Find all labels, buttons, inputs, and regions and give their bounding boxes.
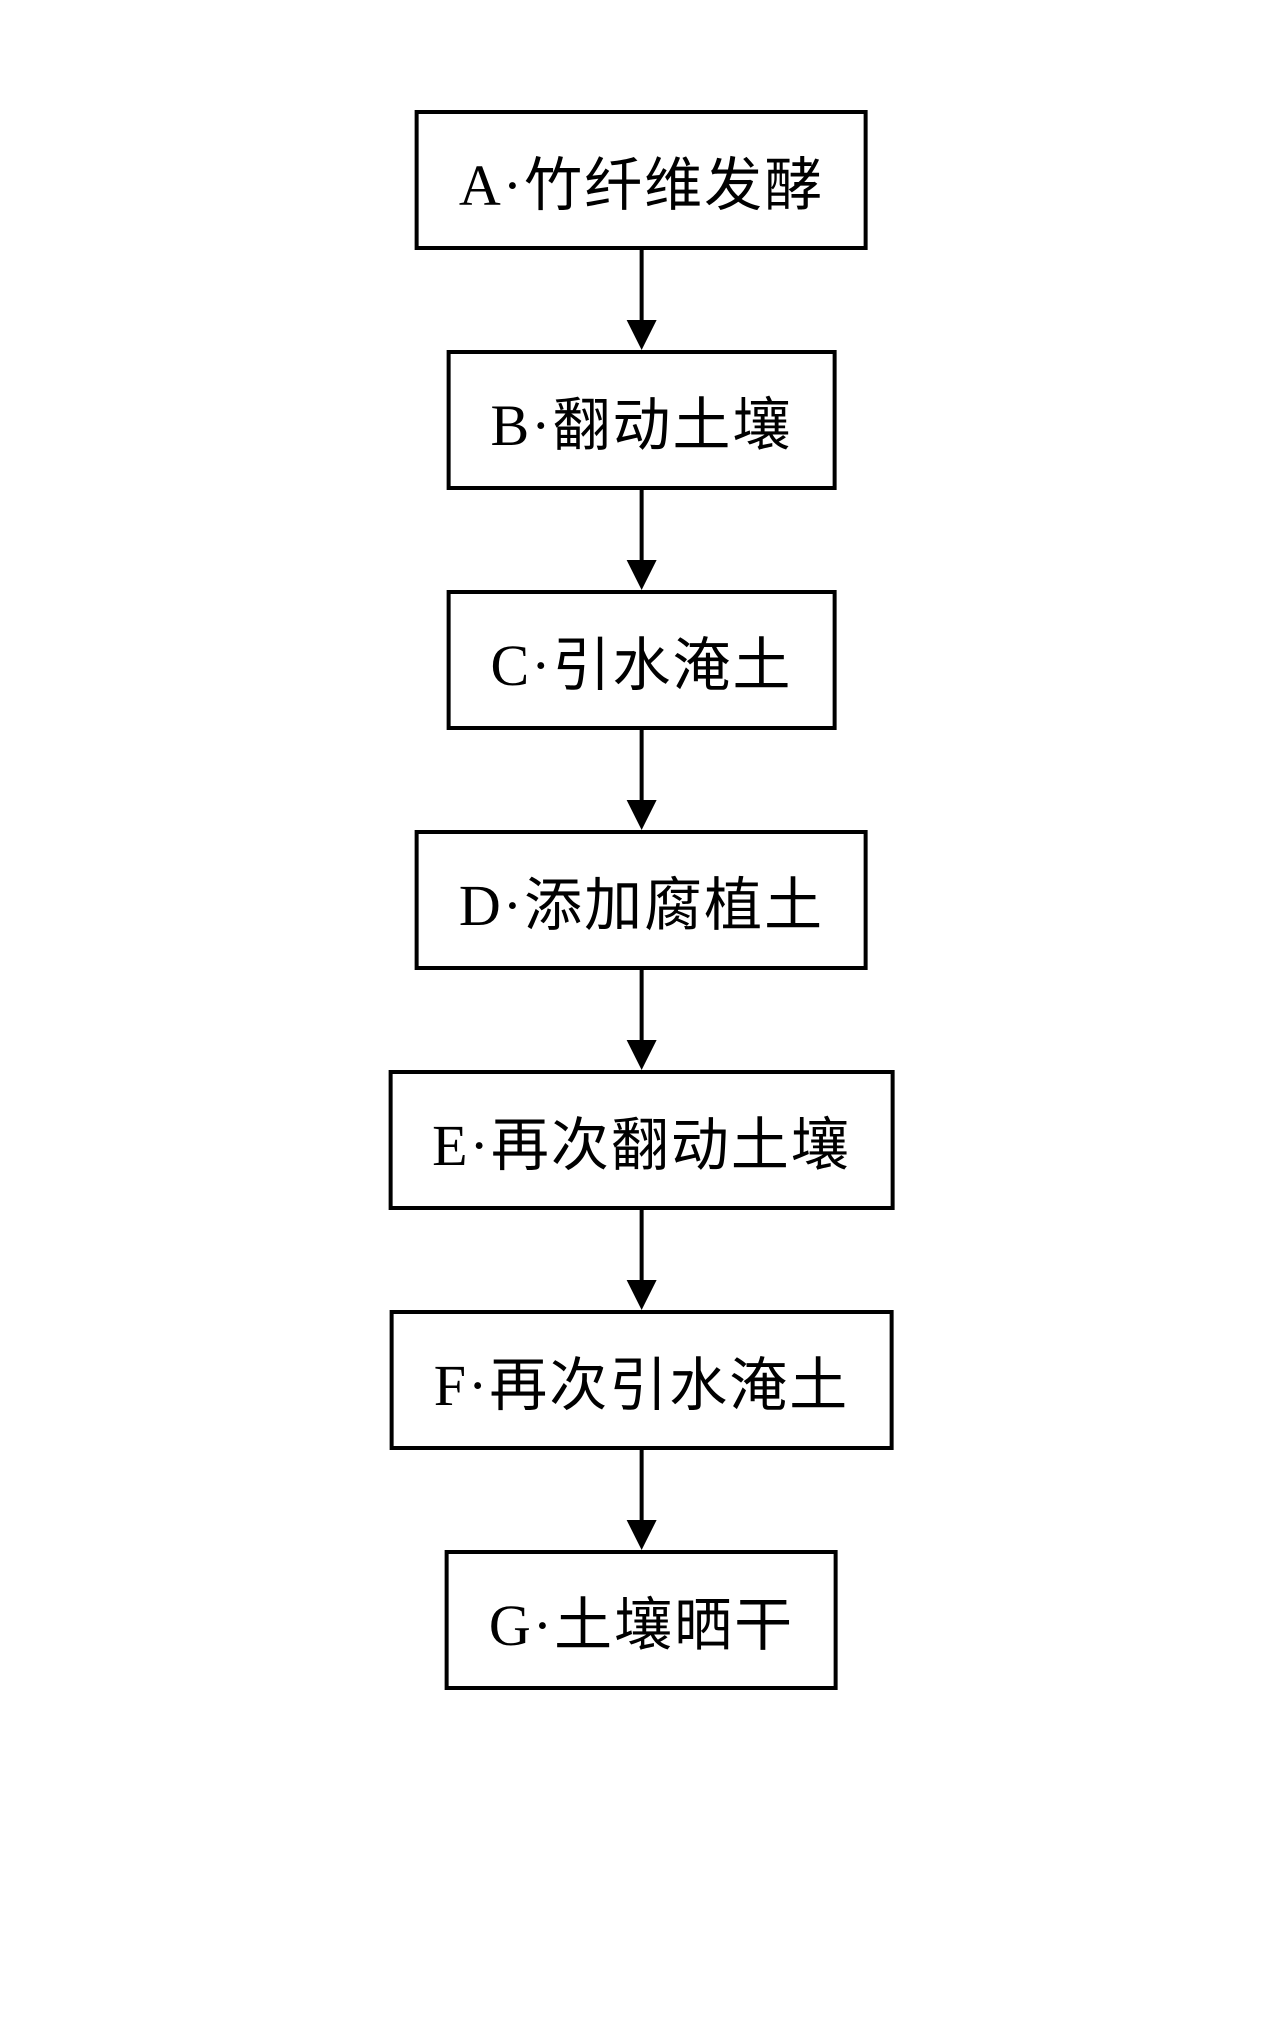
arrow-e-f [627, 1210, 657, 1310]
arrow-line-icon [640, 1210, 644, 1280]
arrow-head-icon [627, 320, 657, 350]
flow-node-a: A·竹纤维发酵 [415, 110, 868, 250]
flow-node-label: B·翻动土壤 [490, 378, 792, 462]
flow-node-label: A·竹纤维发酵 [459, 138, 824, 222]
flow-node-label: F·再次引水淹土 [434, 1338, 850, 1422]
flow-node-label: E·再次翻动土壤 [432, 1098, 851, 1182]
arrow-line-icon [640, 970, 644, 1040]
flow-node-g: G·土壤晒干 [445, 1550, 838, 1690]
flowchart-container: A·竹纤维发酵 B·翻动土壤 C·引水淹土 D·添加腐植土 E·再次翻动土壤 F [388, 110, 895, 1690]
arrow-head-icon [627, 560, 657, 590]
arrow-head-icon [627, 1280, 657, 1310]
flow-node-label: D·添加腐植土 [459, 858, 824, 942]
arrow-d-e [627, 970, 657, 1070]
flow-node-d: D·添加腐植土 [415, 830, 868, 970]
flow-node-b: B·翻动土壤 [446, 350, 836, 490]
arrow-line-icon [640, 1450, 644, 1520]
arrow-line-icon [640, 250, 644, 320]
flow-node-label: C·引水淹土 [490, 618, 792, 702]
flow-node-label: G·土壤晒干 [489, 1578, 794, 1662]
flow-node-e: E·再次翻动土壤 [388, 1070, 895, 1210]
arrow-a-b [627, 250, 657, 350]
arrow-head-icon [627, 800, 657, 830]
flow-node-f: F·再次引水淹土 [390, 1310, 894, 1450]
arrow-f-g [627, 1450, 657, 1550]
arrow-head-icon [627, 1520, 657, 1550]
arrow-b-c [627, 490, 657, 590]
flow-node-c: C·引水淹土 [446, 590, 836, 730]
arrow-head-icon [627, 1040, 657, 1070]
arrow-line-icon [640, 730, 644, 800]
arrow-c-d [627, 730, 657, 830]
arrow-line-icon [640, 490, 644, 560]
